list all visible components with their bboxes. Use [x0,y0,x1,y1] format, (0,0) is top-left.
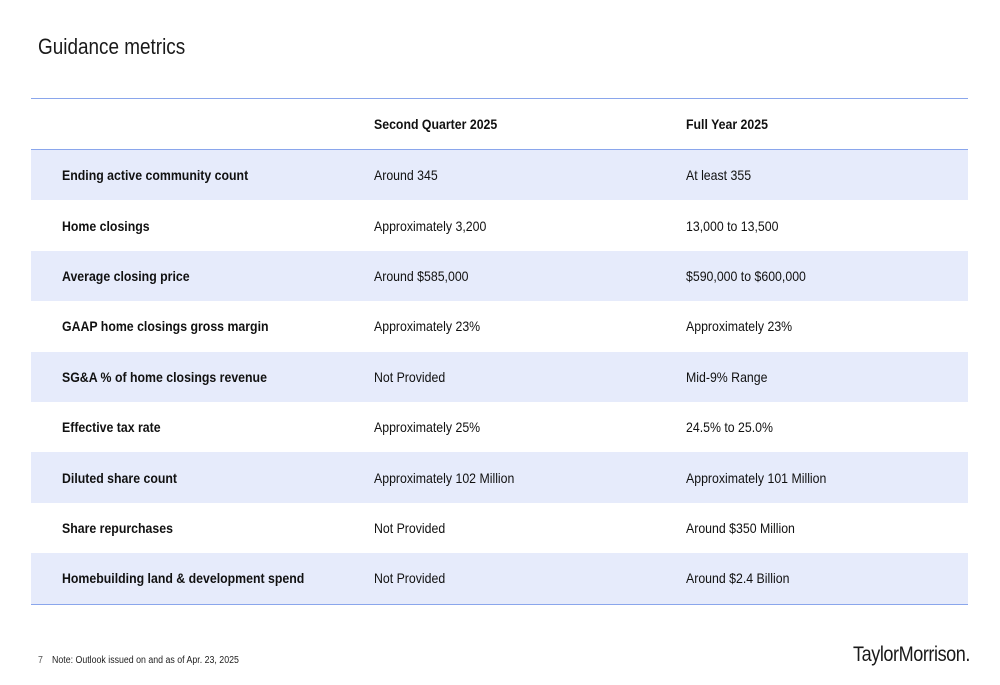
table-row: SG&A % of home closings revenue Not Provi… [31,351,968,402]
row-full-year-value: Approximately 101 Million [686,469,827,486]
header-full-year: Full Year 2025 [686,116,768,132]
row-metric: Share repurchases [62,519,173,536]
row-full-year-value: At least 355 [686,167,752,184]
row-metric: Effective tax rate [62,419,161,436]
page-title: Guidance metrics [38,34,186,59]
table-header-row: Second Quarter 2025 Full Year 2025 [31,99,968,150]
row-full-year-value: 24.5% to 25.0% [686,419,773,436]
row-metric: Homebuilding land & development spend [62,570,305,587]
row-full-year-value: Mid-9% Range [686,368,768,385]
footnote: Note: Outlook issued on and as of Apr. 2… [52,655,239,666]
row-metric: Ending active community count [62,167,249,184]
row-full-year-value: Around $2.4 Billion [686,570,790,587]
table-row: Home closings Approximately 3,200 13,000 t… [31,200,968,250]
row-second-quarter-value: Approximately 25% [374,419,481,436]
page-number: 7 [38,655,43,666]
table-row: Effective tax rate Approximately 25% 24.5%… [31,402,968,452]
row-full-year-value: $590,000 to $600,000 [686,267,806,284]
row-metric: GAAP home closings gross margin [62,318,269,335]
row-metric: SG&A % of home closings revenue [62,368,267,385]
table-row: Share repurchases Not Provided Around $350… [31,503,968,553]
table-row: Average closing price Around $585,000 $590… [31,250,968,302]
row-second-quarter-value: Not Provided [374,368,446,385]
row-metric: Average closing price [62,267,190,284]
row-metric: Home closings [62,217,150,234]
logo-text: TaylorMorrison [853,643,966,666]
row-metric: Diluted share count [62,469,178,486]
row-second-quarter-value: Around $585,000 [374,267,469,284]
table-row: Diluted share count Approximately 102 Mil… [31,452,968,503]
row-second-quarter-value: Approximately 102 Million [374,469,515,486]
taylor-morrison-logo: TaylorMorrison. [853,643,970,667]
row-second-quarter-value: Not Provided [374,519,446,536]
table-row: Ending active community count Around 345 A… [31,150,968,201]
guidance-table: Second Quarter 2025 Full Year 2025 Endin… [31,98,968,605]
row-full-year-value: Around $350 Million [686,519,795,536]
row-full-year-value: 13,000 to 13,500 [686,217,779,234]
row-second-quarter-value: Not Provided [374,570,446,587]
header-second-quarter: Second Quarter 2025 [374,116,498,132]
row-full-year-value: Approximately 23% [686,318,793,335]
row-second-quarter-value: Approximately 3,200 [374,217,487,234]
logo-mark: . [965,643,971,666]
table-row: GAAP home closings gross margin Approxima… [31,301,968,351]
row-second-quarter-value: Approximately 23% [374,318,481,335]
row-second-quarter-value: Around 345 [374,167,438,184]
table-row: Homebuilding land & development spend Not… [31,553,968,604]
